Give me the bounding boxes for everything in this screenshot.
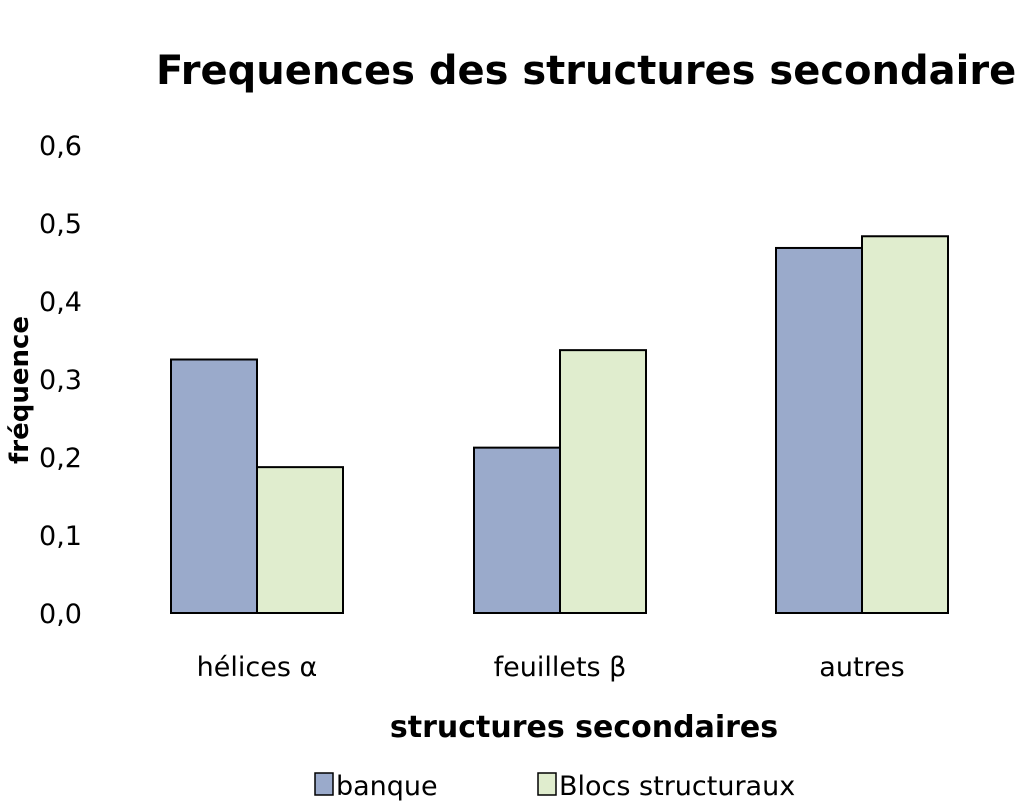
x-category-label: feuillets β <box>494 652 627 683</box>
bar-banque-2 <box>775 246 863 615</box>
x-category-label: autres <box>819 652 904 683</box>
x-axis-category-labels: hélices α feuillets β autres <box>197 652 905 683</box>
y-axis-title: fréquence <box>5 316 35 464</box>
x-category-label: hélices α <box>197 652 318 683</box>
bar-banque-0 <box>170 358 258 614</box>
x-axis-title: structures secondaires <box>390 710 778 745</box>
y-tick-label: 0,3 <box>39 365 82 396</box>
y-tick-label: 0,6 <box>39 131 82 162</box>
y-axis-ticks: 0,0 0,1 0,2 0,3 0,4 0,5 0,6 <box>39 131 82 630</box>
bars <box>170 235 949 615</box>
legend-swatch <box>314 772 334 796</box>
y-tick-label: 0,4 <box>39 287 82 318</box>
y-tick-label: 0,0 <box>39 599 82 630</box>
y-tick-label: 0,2 <box>39 443 82 474</box>
chart-title: Frequences des structures secondaires <box>156 48 1016 94</box>
bar-blocs-structuraux-0 <box>256 466 344 615</box>
bar-banque-1 <box>473 446 561 615</box>
bar-blocs-structuraux-2 <box>861 235 949 614</box>
legend-swatch <box>537 772 557 796</box>
legend: banque Blocs structuraux <box>314 771 795 802</box>
bar-blocs-structuraux-1 <box>559 349 647 614</box>
y-tick-label: 0,1 <box>39 521 82 552</box>
y-tick-label: 0,5 <box>39 209 82 240</box>
legend-label: banque <box>336 771 438 802</box>
legend-label: Blocs structuraux <box>559 771 795 802</box>
